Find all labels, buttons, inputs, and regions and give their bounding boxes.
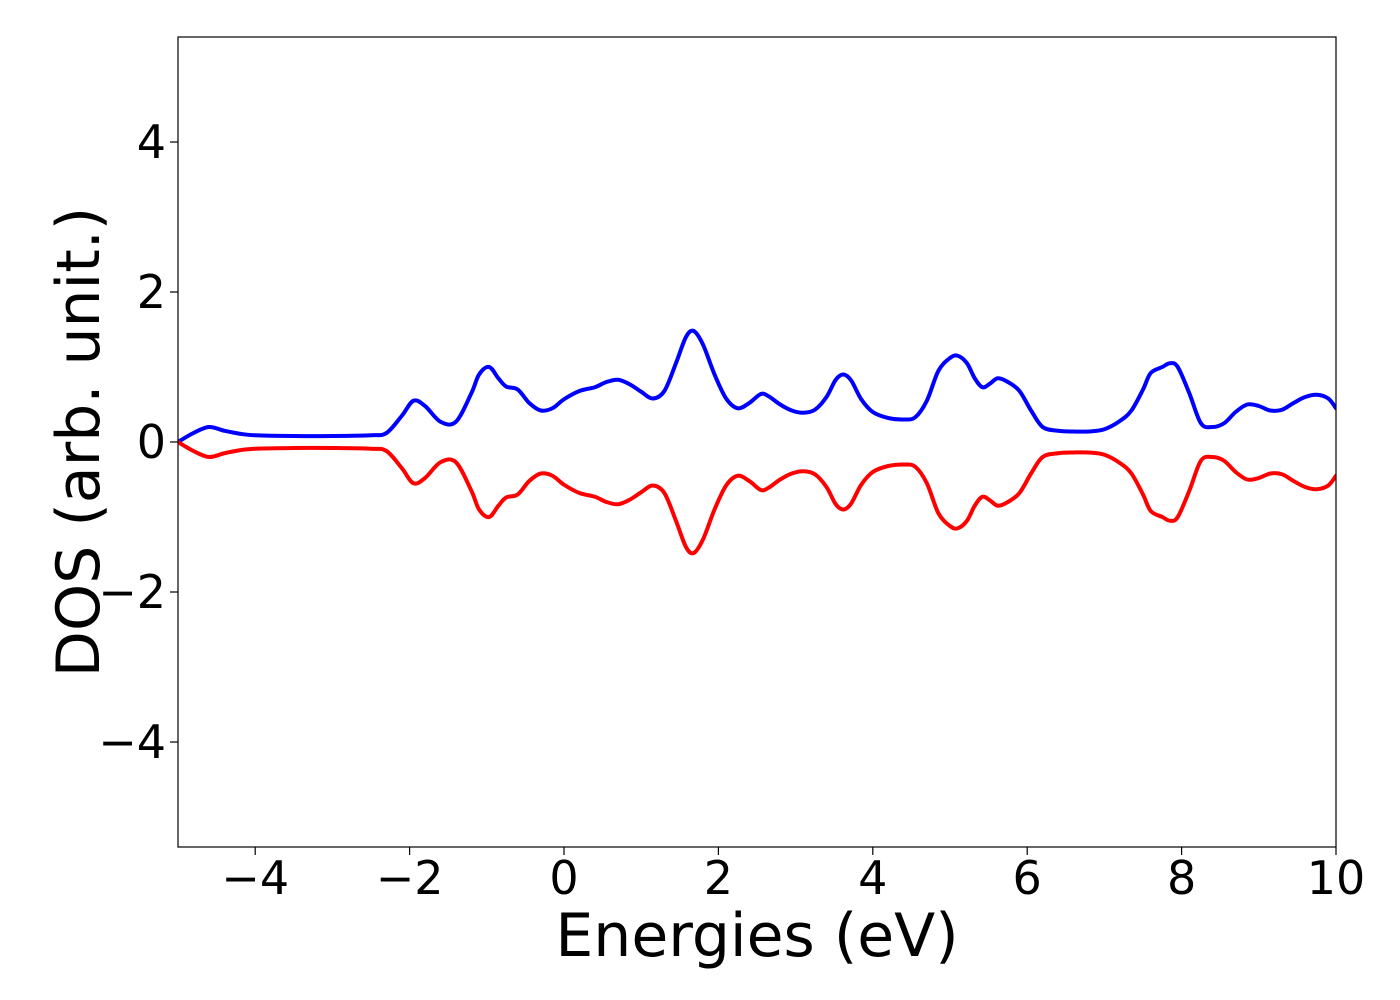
- x-tick-label: 6: [1013, 851, 1042, 905]
- y-tick-label: −4: [98, 715, 166, 769]
- series-line-spin-up: [178, 328, 1336, 444]
- x-tick-label: 10: [1307, 851, 1366, 905]
- series-layer: [178, 328, 1336, 556]
- y-axis-label: DOS (arb. unit.): [44, 207, 114, 677]
- x-axis-label: Energies (eV): [555, 901, 958, 971]
- x-tick-label: 4: [858, 851, 887, 905]
- series-line-spin-down: [178, 440, 1336, 556]
- y-tick-label: 2: [137, 265, 166, 319]
- x-tick-label: 0: [549, 851, 578, 905]
- x-axis-ticks: −4 −2 0 2 4 6 8 10: [221, 847, 1365, 905]
- y-tick-label: 4: [137, 115, 166, 169]
- y-tick-label: −2: [98, 565, 166, 619]
- x-tick-label: −2: [376, 851, 444, 905]
- x-tick-label: −4: [221, 851, 289, 905]
- x-tick-label: 2: [704, 851, 733, 905]
- y-axis-ticks: −4 −2 0 2 4: [98, 115, 178, 769]
- x-tick-label: 8: [1167, 851, 1196, 905]
- y-tick-label: 0: [137, 415, 166, 469]
- plot-frame: [177, 36, 1337, 848]
